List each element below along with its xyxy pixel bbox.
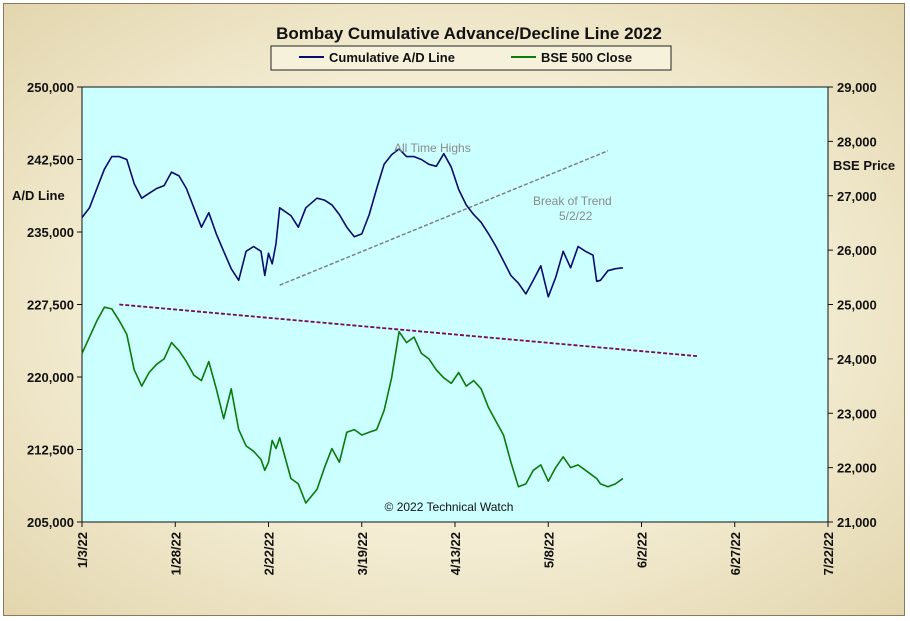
ad-line-series (81, 148, 623, 298)
legend: Cumulative A/D Line BSE 500 Close (270, 45, 672, 71)
plot-area (81, 86, 829, 523)
y-right-tick-label: 26,000 (837, 243, 877, 258)
trend-lines (119, 150, 698, 358)
x-tick-label: 5/8/22 (541, 532, 556, 568)
x-tick-label: 4/13/22 (448, 532, 463, 575)
annotation-break-of-trend: Break of Trend (533, 194, 612, 208)
x-tick-label: 7/22/22 (821, 532, 836, 575)
y-right-tick-label: 25,000 (837, 298, 877, 313)
y-right-tick-label: 21,000 (837, 515, 877, 530)
copyright-text: © 2022 Technical Watch (385, 500, 514, 514)
y-left-tick-label: 235,000 (27, 225, 74, 240)
series-lines (81, 148, 624, 504)
y-left-tick-label: 212,500 (27, 443, 74, 458)
x-tick-label: 2/22/22 (262, 532, 277, 575)
bse500-close-series (81, 306, 624, 504)
y-left-tick-label: 205,000 (27, 515, 74, 530)
x-tick-label: 6/2/22 (635, 532, 650, 568)
y-right-tick-label: 27,000 (837, 189, 877, 204)
x-tick-label: 1/28/22 (168, 532, 183, 575)
y-left-label: A/D Line (12, 188, 65, 203)
annotation-all-time-highs: All Time Highs (394, 141, 471, 155)
x-tick-label: 6/27/22 (728, 532, 743, 575)
y-left-tick-label: 227,500 (27, 298, 74, 313)
price-trendline (119, 303, 698, 358)
chart-title: Bombay Cumulative Advance/Decline Line 2… (276, 24, 662, 43)
y-left-tick-label: 220,000 (27, 370, 74, 385)
x-tick-label: 3/19/22 (355, 532, 370, 575)
y-right-tick-label: 22,000 (837, 461, 877, 476)
y-right-tick-label: 29,000 (837, 80, 877, 95)
x-tick-label: 1/3/22 (75, 532, 90, 568)
axes: 250,000 242,500 235,000 227,500 220,000 212,5… (27, 80, 877, 575)
legend-ad-label: Cumulative A/D Line (329, 50, 455, 65)
annotation-break-date: 5/2/22 (559, 209, 593, 223)
y-left-tick-label: 250,000 (27, 80, 74, 95)
y-right-tick-label: 28,000 (837, 134, 877, 149)
ad-trendline (279, 150, 609, 286)
y-right-tick-label: 24,000 (837, 352, 877, 367)
y-left-tick-label: 242,500 (27, 153, 74, 168)
legend-price-label: BSE 500 Close (541, 50, 632, 65)
y-right-tick-label: 23,000 (837, 406, 877, 421)
y-right-label: BSE Price (833, 158, 895, 173)
